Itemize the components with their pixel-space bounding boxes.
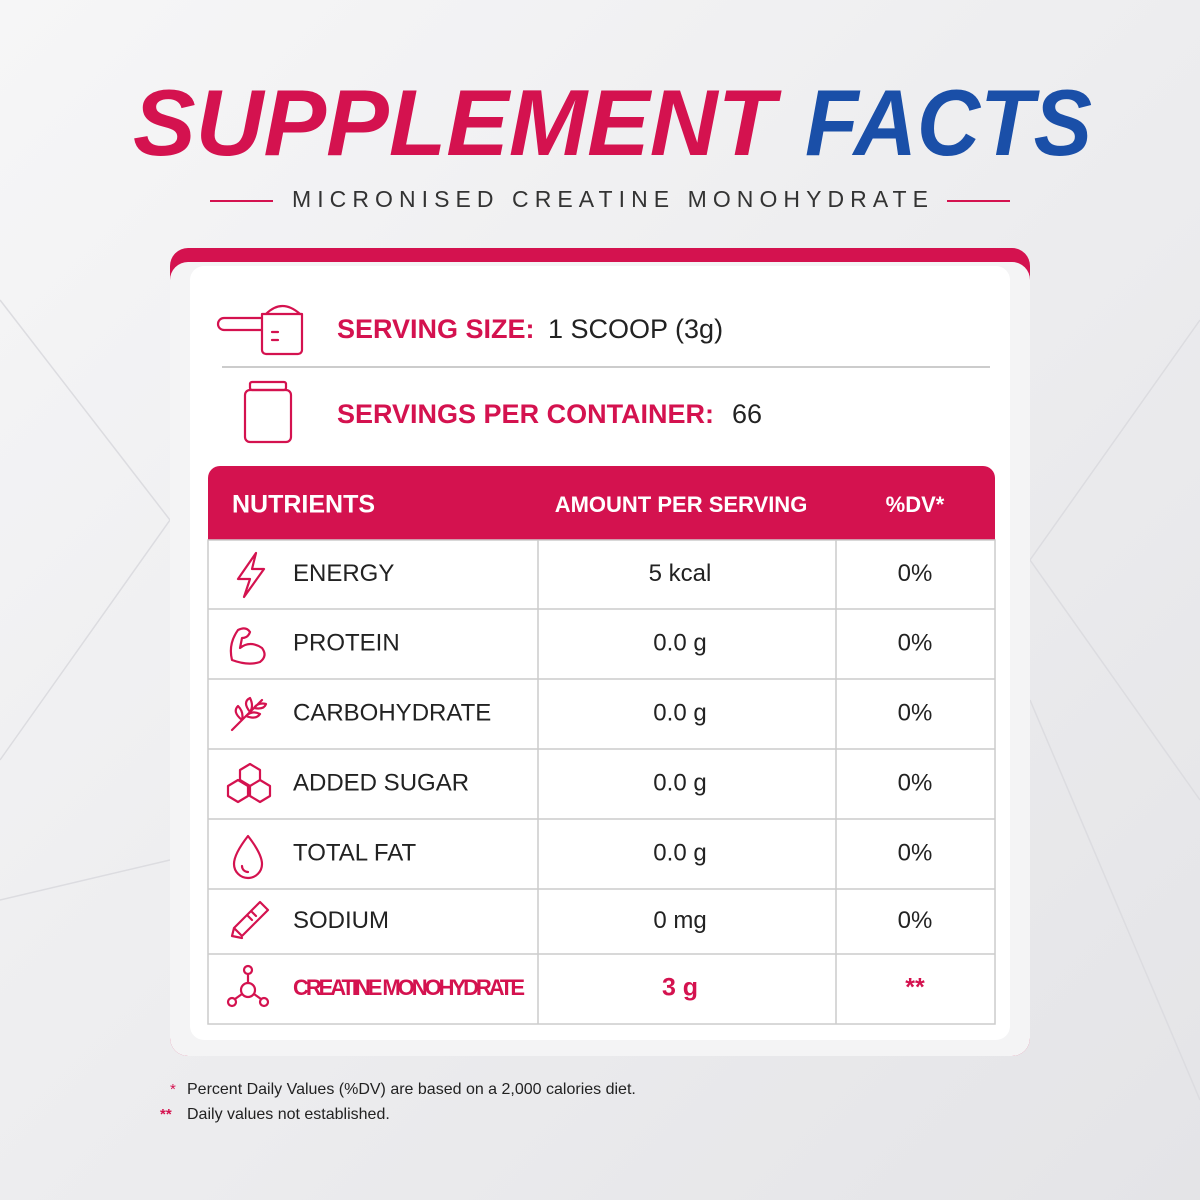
title-part1: SUPPLEMENT [133, 70, 783, 175]
footnote-mark: * [170, 1081, 176, 1098]
table-cell: 0% [898, 629, 933, 656]
table-cell: TOTAL FAT [293, 839, 416, 866]
table-cell: CARBOHYDRATE [293, 699, 491, 726]
servings-value: 66 [732, 399, 762, 429]
table-cell: 0% [898, 769, 933, 796]
table-cell: 0% [898, 560, 933, 587]
table-cell: SODIUM [293, 907, 389, 934]
table-cell: 0% [898, 839, 933, 866]
row-icons [226, 551, 272, 1008]
table-cell: 0% [898, 699, 933, 726]
servings-label: SERVINGS PER CONTAINER: [337, 399, 714, 429]
subtitle: MICRONISED CREATINE MONOHYDRATE [292, 186, 928, 212]
table-body [207, 539, 996, 1025]
table-cell: ENERGY [293, 560, 394, 587]
table-header-cell: %DV* [886, 492, 945, 517]
table-cell: 5 kcal [649, 560, 712, 587]
title-part2: FACTS [805, 70, 1092, 175]
table-cell: ** [905, 974, 925, 1002]
table-cell: 0.0 g [653, 769, 706, 796]
table-cell: ADDED SUGAR [293, 769, 469, 796]
footnote-text: Daily values not established. [187, 1106, 390, 1123]
table-cell: 0% [898, 907, 933, 934]
container-icon [243, 380, 293, 444]
table-cell: 0.0 g [653, 629, 706, 656]
table-cell: 0 mg [653, 907, 706, 934]
footnote-text: Percent Daily Values (%DV) are based on … [187, 1081, 636, 1098]
table-header-bg [208, 466, 995, 540]
table-cell: 3 g [662, 974, 698, 1002]
table-cell: CREATINE MONOHYDRATE [293, 975, 525, 1000]
table-cell: 0.0 g [653, 839, 706, 866]
nutrient-table: NUTRIENTS AMOUNT PER SERVING %DV* ENERGY 5 k… [207, 466, 996, 1025]
serving-size-label: SERVING SIZE: [337, 314, 535, 344]
footnote-mark: ** [160, 1106, 172, 1123]
table-header-cell: AMOUNT PER SERVING [555, 492, 808, 517]
scoop-icon [216, 304, 304, 356]
table-cell: 0.0 g [653, 699, 706, 726]
table-cell: PROTEIN [293, 629, 400, 656]
table-header-cell: NUTRIENTS [232, 491, 375, 519]
serving-size-value: 1 SCOOP (3g) [548, 314, 723, 344]
